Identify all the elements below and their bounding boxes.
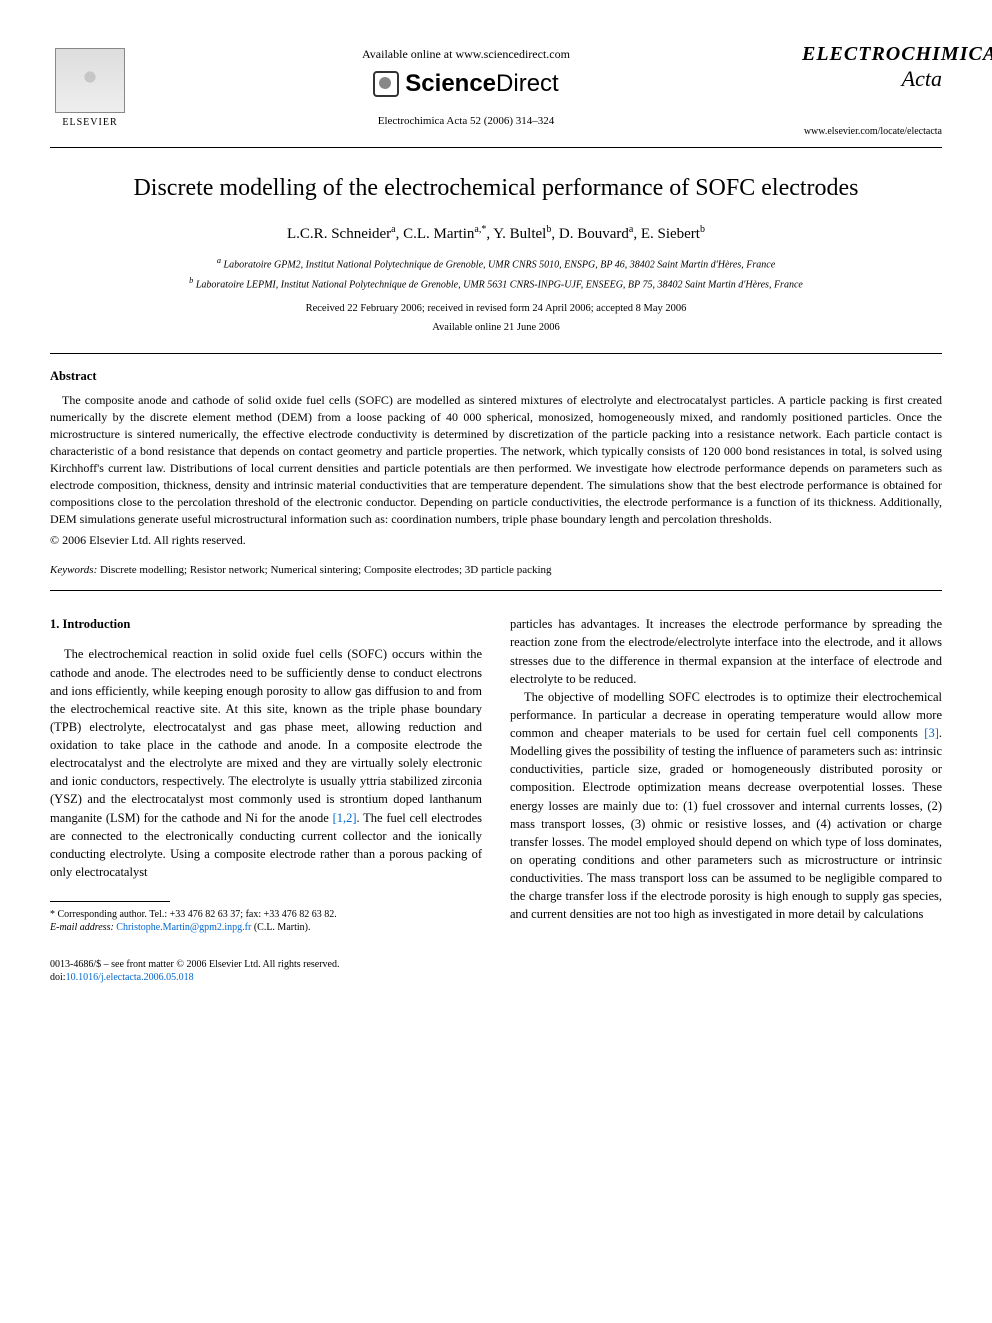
abstract-bottom-rule: [50, 590, 942, 591]
author-2: C.L. Martina,*: [403, 226, 486, 242]
section-1-heading: 1. Introduction: [50, 615, 482, 633]
journal-subtitle: Acta: [802, 64, 942, 95]
intro-paragraph-2: The objective of modelling SOFC electrod…: [510, 688, 942, 924]
elsevier-label: ELSEVIER: [62, 116, 117, 130]
journal-url: www.elsevier.com/locate/electacta: [802, 125, 942, 139]
ref-link-3[interactable]: [3]: [924, 726, 939, 740]
header-rule: [50, 147, 942, 148]
sciencedirect-logo: ScienceDirect: [130, 67, 802, 101]
available-online-text: Available online at www.sciencedirect.co…: [130, 46, 802, 63]
abstract-heading: Abstract: [50, 368, 942, 386]
author-1: L.C.R. Schneidera: [287, 226, 396, 242]
received-dates: Received 22 February 2006; received in r…: [50, 302, 942, 317]
intro-paragraph-1-cont: particles has advantages. It increases t…: [510, 615, 942, 688]
page-footer: 0013-4686/$ – see front matter © 2006 El…: [50, 958, 942, 984]
journal-reference: Electrochimica Acta 52 (2006) 314–324: [130, 114, 802, 129]
sd-bold: Science: [405, 70, 496, 97]
keywords-label: Keywords:: [50, 564, 97, 576]
footnote-rule: [50, 901, 170, 902]
header-row: ELSEVIER Available online at www.science…: [50, 40, 942, 139]
doi-label: doi:: [50, 972, 66, 983]
intro-paragraph-1: The electrochemical reaction in solid ox…: [50, 645, 482, 881]
page-container: ELSEVIER Available online at www.science…: [0, 0, 992, 1024]
affiliation-a: a Laboratoire GPM2, Institut National Po…: [50, 255, 942, 272]
column-right: particles has advantages. It increases t…: [510, 615, 942, 934]
email-address[interactable]: Christophe.Martin@gpm2.inpg.fr: [116, 922, 251, 933]
ref-link-1-2[interactable]: [1,2]: [333, 811, 357, 825]
affiliation-b: b Laboratoire LEPMI, Institut National P…: [50, 275, 942, 292]
elsevier-logo: ELSEVIER: [50, 40, 130, 130]
authors-line: L.C.R. Schneidera, C.L. Martina,*, Y. Bu…: [50, 223, 942, 245]
column-left: 1. Introduction The electrochemical reac…: [50, 615, 482, 934]
author-4: D. Bouvarda: [559, 226, 633, 242]
email-person: (C.L. Martin).: [254, 922, 311, 933]
keywords-line: Keywords: Discrete modelling; Resistor n…: [50, 563, 942, 578]
article-title: Discrete modelling of the electrochemica…: [50, 172, 942, 206]
issn-line: 0013-4686/$ – see front matter © 2006 El…: [50, 958, 942, 971]
email-line: E-mail address: Christophe.Martin@gpm2.i…: [50, 921, 482, 934]
abstract-copyright: © 2006 Elsevier Ltd. All rights reserved…: [50, 532, 942, 549]
doi-line: doi:10.1016/j.electacta.2006.05.018: [50, 971, 942, 984]
keywords-text: Discrete modelling; Resistor network; Nu…: [100, 564, 552, 576]
corresponding-author-line: * Corresponding author. Tel.: +33 476 82…: [50, 908, 482, 921]
sciencedirect-text: ScienceDirect: [405, 67, 558, 101]
online-date: Available online 21 June 2006: [50, 321, 942, 336]
author-5: E. Siebertb: [641, 226, 705, 242]
affiliations: a Laboratoire GPM2, Institut National Po…: [50, 255, 942, 292]
author-3: Y. Bultelb: [493, 226, 551, 242]
sd-light: Direct: [496, 70, 559, 97]
doi-link[interactable]: 10.1016/j.electacta.2006.05.018: [66, 972, 194, 983]
abstract-text: The composite anode and cathode of solid…: [50, 392, 942, 528]
corresponding-footnote: * Corresponding author. Tel.: +33 476 82…: [50, 908, 482, 934]
center-header: Available online at www.sciencedirect.co…: [130, 40, 802, 130]
journal-logo-block: ELECTROCHIMICA Acta www.elsevier.com/loc…: [802, 40, 942, 139]
elsevier-tree-icon: [55, 48, 125, 113]
body-columns: 1. Introduction The electrochemical reac…: [50, 615, 942, 934]
abstract-top-rule: [50, 353, 942, 354]
sciencedirect-icon: [373, 71, 399, 97]
email-label: E-mail address:: [50, 922, 114, 933]
